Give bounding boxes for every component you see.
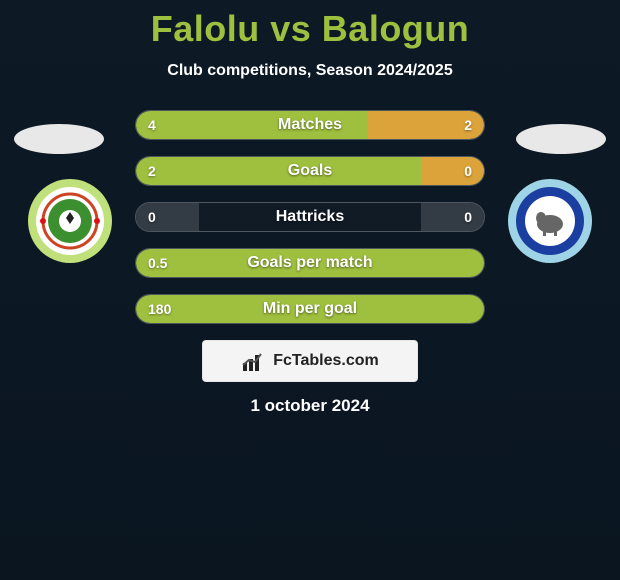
player1-club-logo [27,178,113,264]
brand-text: FcTables.com [273,352,379,370]
stat-row: 0.5Goals per match [135,248,485,278]
stat-row: 180Min per goal [135,294,485,324]
stat-value-right: 0 [464,203,472,231]
stat-value-right: 2 [464,111,472,139]
stat-label: Goals [136,157,484,185]
player1-avatar [14,124,104,154]
date-text: 1 october 2024 [0,396,620,416]
page-title: Falolu vs Balogun [0,8,620,50]
stat-row: 4Matches2 [135,110,485,140]
stat-label: Min per goal [136,295,484,323]
player1-name: Falolu [151,8,260,49]
player2-avatar [516,124,606,154]
stat-label: Matches [136,111,484,139]
vs-text: vs [270,8,311,49]
stat-label: Goals per match [136,249,484,277]
brand-chart-icon [241,351,267,371]
stat-value-right: 0 [464,157,472,185]
stat-row: 0Hattricks0 [135,202,485,232]
stats-panel: 4Matches22Goals00Hattricks00.5Goals per … [135,110,485,324]
subtitle: Club competitions, Season 2024/2025 [0,62,620,80]
player2-name: Balogun [322,8,469,49]
stat-label: Hattricks [136,203,484,231]
stat-row: 2Goals0 [135,156,485,186]
player2-club-logo [507,178,593,264]
brand-box: FcTables.com [202,340,418,382]
